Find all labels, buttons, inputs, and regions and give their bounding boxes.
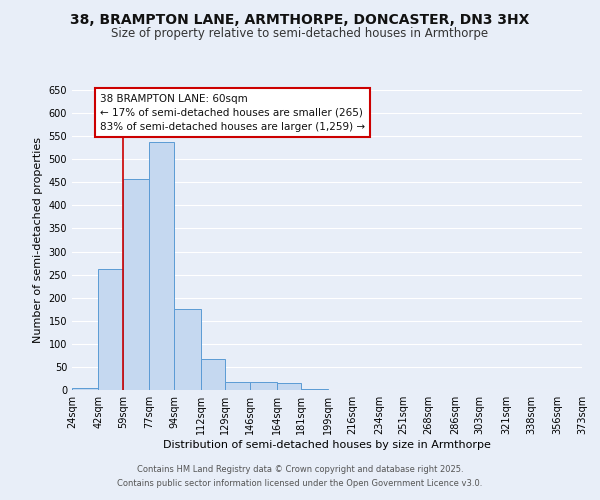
X-axis label: Distribution of semi-detached houses by size in Armthorpe: Distribution of semi-detached houses by … [163, 440, 491, 450]
Bar [123, 179, 149, 390]
Bar [226, 382, 250, 390]
Bar [72, 388, 98, 390]
Bar [200, 359, 226, 390]
Bar [301, 389, 328, 390]
Text: 38, BRAMPTON LANE, ARMTHORPE, DONCASTER, DN3 3HX: 38, BRAMPTON LANE, ARMTHORPE, DONCASTER,… [70, 12, 530, 26]
Bar [98, 269, 123, 390]
Bar [149, 142, 174, 390]
Text: Contains HM Land Registry data © Crown copyright and database right 2025.
Contai: Contains HM Land Registry data © Crown c… [118, 466, 482, 487]
Text: Size of property relative to semi-detached houses in Armthorpe: Size of property relative to semi-detach… [112, 28, 488, 40]
Bar [174, 309, 200, 390]
Bar [277, 383, 301, 390]
Bar [250, 382, 277, 390]
Y-axis label: Number of semi-detached properties: Number of semi-detached properties [33, 137, 43, 343]
Text: 38 BRAMPTON LANE: 60sqm
← 17% of semi-detached houses are smaller (265)
83% of s: 38 BRAMPTON LANE: 60sqm ← 17% of semi-de… [100, 94, 365, 132]
